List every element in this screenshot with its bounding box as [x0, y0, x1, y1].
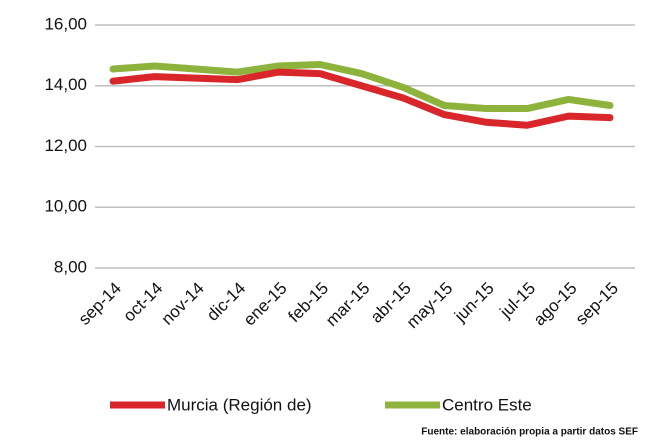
y-tick-label: 12,00 [44, 136, 87, 155]
legend-label: Centro Este [442, 395, 532, 414]
y-tick-label: 14,00 [44, 75, 87, 94]
x-tick-label: ago-15 [530, 279, 581, 330]
x-tick-label: sep-15 [572, 279, 622, 329]
y-tick-label: 10,00 [44, 197, 87, 216]
y-tick-label: 8,00 [54, 257, 87, 276]
series-line [109, 68, 614, 129]
x-tick-label: jun-15 [450, 279, 498, 327]
series-line [109, 60, 614, 113]
source-note: Fuente: elaboración propia a partir dato… [421, 427, 638, 438]
x-tick-label: mar-15 [322, 279, 374, 331]
y-tick-label: 16,00 [44, 14, 87, 33]
x-tick-label: sep-14 [75, 279, 125, 329]
x-tick-label: nov-14 [158, 279, 208, 329]
x-tick-label: ene-15 [240, 279, 291, 330]
legend-label: Murcia (Región de) [167, 395, 312, 414]
x-tick-label: may-15 [403, 279, 457, 333]
